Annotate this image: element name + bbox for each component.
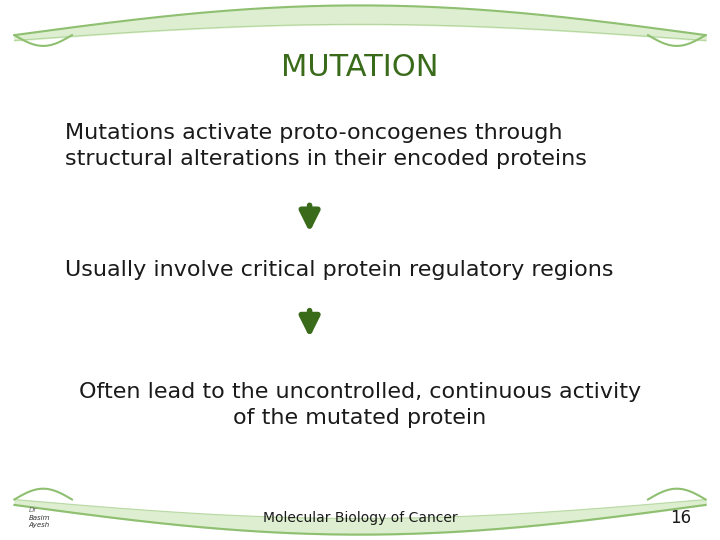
Text: Usually involve critical protein regulatory regions: Usually involve critical protein regulat… (65, 260, 613, 280)
Text: MUTATION: MUTATION (282, 53, 438, 82)
Text: Dr: Dr (29, 507, 37, 514)
Text: Molecular Biology of Cancer: Molecular Biology of Cancer (263, 511, 457, 525)
Text: Basim
Ayesh: Basim Ayesh (29, 515, 50, 528)
Text: 16: 16 (670, 509, 691, 528)
Text: Mutations activate proto-oncogenes through
structural alterations in their encod: Mutations activate proto-oncogenes throu… (65, 123, 587, 169)
Text: Often lead to the uncontrolled, continuous activity
of the mutated protein: Often lead to the uncontrolled, continuo… (79, 382, 641, 428)
